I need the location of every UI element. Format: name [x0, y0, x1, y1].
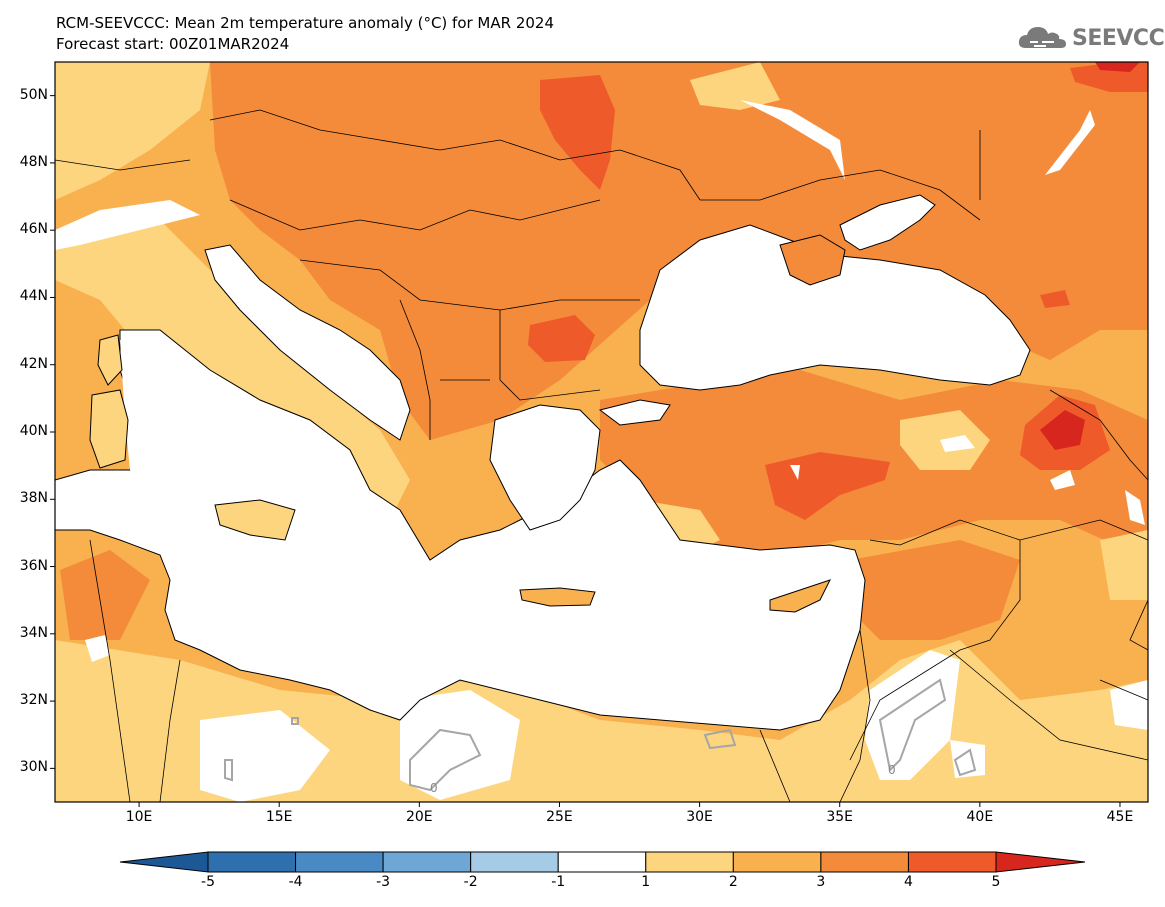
- lon-tick-label: 10E: [125, 809, 153, 825]
- colorbar-swatch: [119, 851, 209, 873]
- forecast-start-label: Forecast start: 00Z01MAR2024: [56, 35, 290, 53]
- colorbar-label: -3: [376, 874, 391, 890]
- crimea: [779, 234, 846, 286]
- anomaly-area-5plus: [1095, 62, 1140, 72]
- colorbar-swatch: [732, 851, 822, 873]
- anomaly-area-3-4: [60, 550, 150, 640]
- zero-contours: [224, 678, 977, 792]
- colorbar-label: -2: [463, 874, 478, 890]
- lat-tick-label: 42N: [19, 355, 48, 372]
- anomaly-area-4-5: [1040, 290, 1070, 308]
- tyrrhenian-sea: [120, 340, 320, 510]
- seevccc-logo: SEEVCCC: [1016, 22, 1165, 56]
- lat-tick-label: 36N: [19, 557, 48, 574]
- corsica: [97, 334, 123, 386]
- colorbar-label: -5: [201, 874, 215, 890]
- lat-tick-label: 34N: [19, 624, 48, 641]
- anomaly-area-3-4: [850, 540, 1020, 640]
- colorbar-swatch: [382, 851, 472, 873]
- country-borders: [55, 109, 1148, 802]
- lat-tick-label: 50N: [19, 86, 48, 103]
- colorbar-label: 5: [991, 874, 1001, 890]
- anomaly-area-4-5: [528, 315, 595, 362]
- colorbar-swatch: [295, 851, 384, 873]
- colorbar-label: -1: [551, 874, 566, 890]
- lon-tick-label: 30E: [686, 809, 713, 825]
- anomaly-area-near-zero: [940, 435, 975, 452]
- lat-tick-label: 32N: [19, 692, 48, 709]
- colorbar-swatch: [207, 851, 297, 873]
- colorbar: [119, 851, 1086, 873]
- lat-tick-label: 30N: [19, 759, 48, 776]
- map-field: [55, 62, 1148, 802]
- colorbar-label: 2: [728, 874, 738, 890]
- lon-tick-label: 20E: [405, 809, 433, 825]
- anomaly-area-4-5: [540, 75, 615, 190]
- colorbar-label: 1: [641, 874, 651, 890]
- anomaly-area-near-zero: [400, 690, 520, 800]
- anomaly-area-near-zero: [1045, 110, 1095, 175]
- sardinia: [89, 389, 129, 469]
- lon-tick-label: 35E: [826, 809, 854, 825]
- anomaly-area-3-4: [210, 62, 1148, 440]
- cyprus: [769, 579, 831, 613]
- lat-tick-label: 48N: [19, 153, 48, 170]
- contour-label: 0: [888, 763, 896, 777]
- map-title: RCM-SEEVCCC: Mean 2m temperature anomaly…: [56, 14, 554, 32]
- lon-tick-label: 45E: [1106, 809, 1134, 825]
- anomaly-area-near-zero: [790, 465, 800, 480]
- colorbar-swatch: [820, 851, 909, 873]
- sea-of-azov: [839, 194, 936, 251]
- colorbar-swatch: [907, 851, 997, 873]
- crete: [519, 587, 596, 607]
- anomaly-area-near-zero: [740, 100, 845, 180]
- anomaly-area-5plus: [1040, 410, 1085, 450]
- colorbar-swatch: [470, 851, 559, 873]
- lat-tick-label: 40N: [19, 423, 48, 439]
- lat-tick-label: 38N: [19, 490, 48, 507]
- anomaly-area-1-2: [55, 62, 210, 200]
- logo-text: SEEVCCC: [1072, 26, 1165, 51]
- sicily: [214, 499, 296, 541]
- sea-of-marmara: [598, 399, 671, 426]
- anomaly-area-1-2: [690, 62, 780, 110]
- lon-tick-label: 15E: [265, 809, 293, 825]
- anomaly-area-near-zero: [85, 635, 110, 662]
- anomaly-area-near-zero: [1050, 470, 1075, 490]
- adriatic-sea: [204, 244, 411, 441]
- colorbar-swatch: [645, 851, 734, 873]
- anomaly-area-near-zero: [1125, 490, 1145, 525]
- colorbar-swatch: [995, 851, 1086, 873]
- colorbar-label: -4: [288, 874, 303, 890]
- lat-tick-label: 46N: [19, 221, 48, 238]
- colorbar-label: 4: [903, 874, 913, 890]
- contour-label: 0: [430, 781, 438, 795]
- aegean-sea: [489, 404, 601, 531]
- anomaly-area-near-zero: [55, 200, 200, 250]
- anomaly-area-1-2: [1100, 530, 1148, 600]
- colorbar-swatch: [557, 851, 647, 873]
- lon-tick-label: 40E: [966, 809, 994, 825]
- lat-tick-label: 44N: [19, 288, 48, 305]
- anomaly-area-near-zero: [1110, 680, 1148, 730]
- colorbar-label: 3: [816, 874, 826, 890]
- lon-tick-label: 25E: [546, 809, 573, 825]
- cloud-icon: [1018, 27, 1066, 48]
